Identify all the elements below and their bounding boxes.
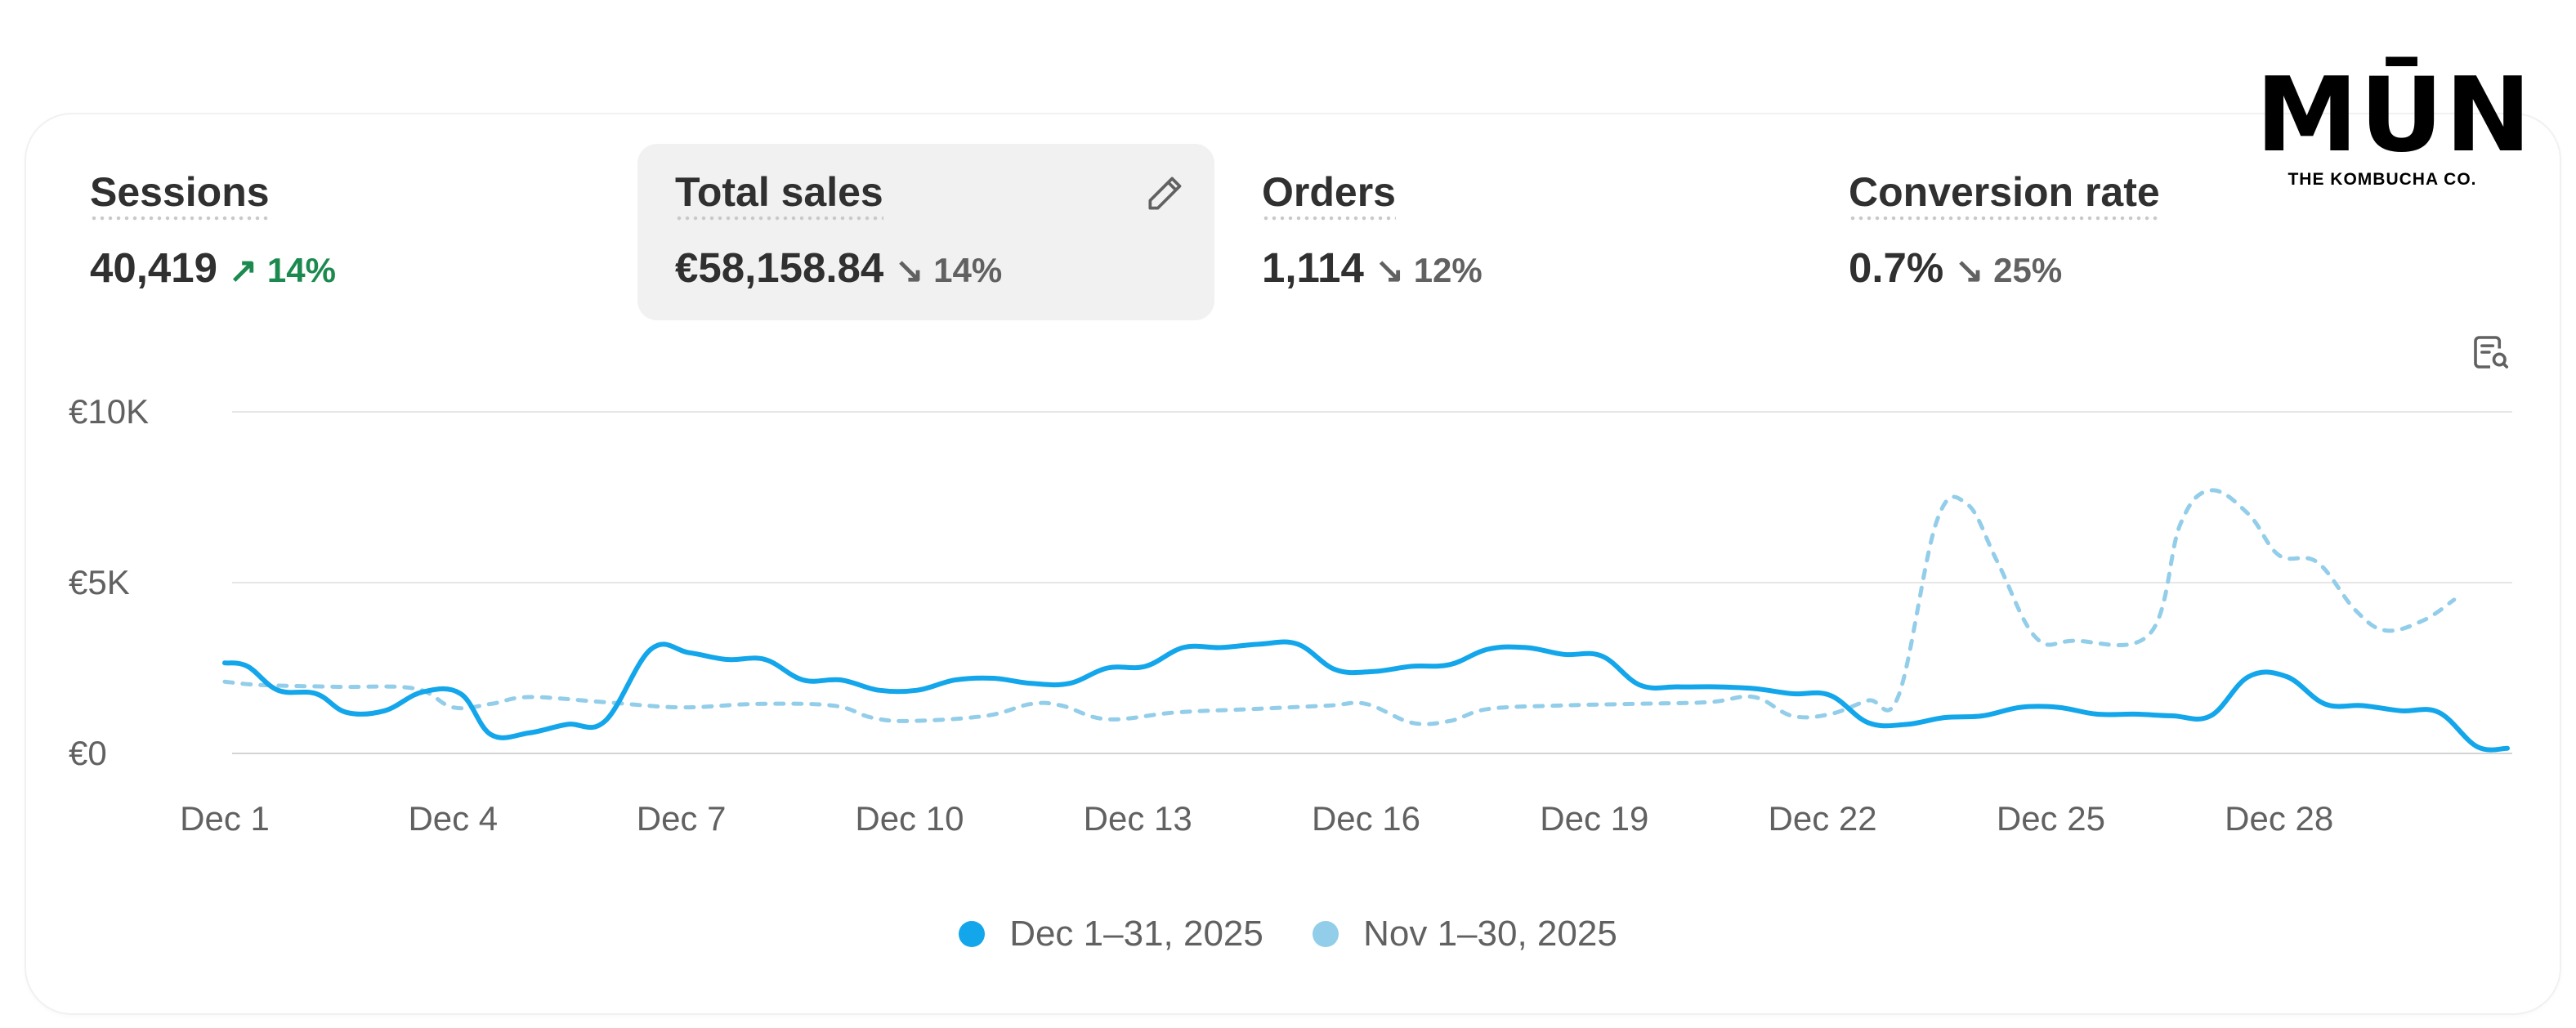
y-tick-label: €0 <box>69 734 107 772</box>
metric-orders[interactable]: Orders 1,114 ↘ 12% <box>1262 144 1752 320</box>
x-axis-ticks: Dec 1 Dec 4 Dec 7 Dec 10 Dec 13 Dec 16 Dec 19 D… <box>180 799 2333 838</box>
metric-change-text: 12% <box>1413 251 1483 289</box>
chart-legend: Dec 1–31, 2025 Nov 1–30, 2025 <box>0 914 2576 956</box>
metric-value-text: €58,158.84 <box>675 244 884 291</box>
x-tick-label: Dec 4 <box>408 799 498 838</box>
metric-label[interactable]: Total sales <box>675 168 883 221</box>
metric-value: 40,419 ↗ 14% <box>90 244 336 292</box>
metric-value: 0.7% ↘ 25% <box>1849 244 2062 292</box>
search-report-icon[interactable] <box>2468 330 2512 374</box>
legend-item-previous[interactable]: Nov 1–30, 2025 <box>1313 914 1617 954</box>
metric-change-text: 14% <box>933 251 1003 289</box>
y-tick-label: €5K <box>69 563 130 601</box>
x-tick-label: Dec 1 <box>180 799 270 838</box>
metric-change: ↘ 14% <box>895 251 1002 289</box>
x-tick-label: Dec 19 <box>1540 799 1648 838</box>
metric-value-text: 40,419 <box>90 244 217 291</box>
y-axis-ticks: €10K €5K €0 <box>69 392 149 772</box>
metric-conversion-rate[interactable]: Conversion rate 0.7% ↘ 25% <box>1849 144 2339 320</box>
metric-sessions[interactable]: Sessions 40,419 ↗ 14% <box>90 144 580 320</box>
series-line-previous[interactable] <box>222 488 2457 726</box>
arrow-down-right-icon: ↘ <box>1955 251 1984 289</box>
x-tick-label: Dec 10 <box>855 799 964 838</box>
metric-label[interactable]: Orders <box>1262 168 1396 221</box>
metric-label[interactable]: Conversion rate <box>1849 168 2160 221</box>
analytics-card <box>26 114 2560 1013</box>
series-line-current[interactable] <box>222 639 2510 753</box>
arrow-down-right-icon: ↘ <box>1375 251 1405 289</box>
metric-total-sales[interactable]: Total sales €58,158.84 ↘ 14% <box>637 144 1214 320</box>
metric-change: ↗ 14% <box>229 251 336 289</box>
metric-change: ↘ 25% <box>1955 251 2062 289</box>
legend-label: Dec 1–31, 2025 <box>1009 914 1263 954</box>
metric-change-text: 25% <box>1993 251 2063 289</box>
chart-grid <box>232 411 2512 754</box>
sales-line-chart: €10K€5K€0 Dec 1 Dec 4 Dec 7 Dec 10 Dec 13 Dec… <box>69 392 2512 838</box>
metric-label[interactable]: Sessions <box>90 168 270 221</box>
legend-label: Nov 1–30, 2025 <box>1363 914 1617 954</box>
metric-value-text: 0.7% <box>1849 244 1944 291</box>
x-tick-label: Dec 13 <box>1084 799 1192 838</box>
brand-tagline: THE KOMBUCHA CO. <box>2288 170 2477 189</box>
x-tick-label: Dec 22 <box>1769 799 1877 838</box>
x-tick-label: Dec 28 <box>2225 799 2333 838</box>
legend-item-current[interactable]: Dec 1–31, 2025 <box>959 914 1263 954</box>
legend-dot <box>959 921 986 947</box>
arrow-up-right-icon: ↗ <box>229 251 258 289</box>
metric-value: €58,158.84 ↘ 14% <box>675 244 1002 292</box>
brand-wordmark: MŪN <box>2256 55 2534 175</box>
y-tick-label: €10K <box>69 392 149 431</box>
metric-value: 1,114 ↘ 12% <box>1262 244 1483 292</box>
x-tick-label: Dec 16 <box>1312 799 1420 838</box>
metric-change-text: 14% <box>266 251 336 289</box>
x-tick-label: Dec 7 <box>637 799 727 838</box>
metric-value-text: 1,114 <box>1262 244 1364 291</box>
legend-dot <box>1313 921 1339 947</box>
x-tick-label: Dec 25 <box>1997 799 2105 838</box>
arrow-down-right-icon: ↘ <box>895 251 924 289</box>
brand-logo: MŪN THE KOMBUCHA CO. <box>2256 55 2534 190</box>
metric-change: ↘ 12% <box>1375 251 1483 289</box>
chart-series <box>222 488 2510 753</box>
pencil-icon[interactable] <box>1143 170 1188 216</box>
